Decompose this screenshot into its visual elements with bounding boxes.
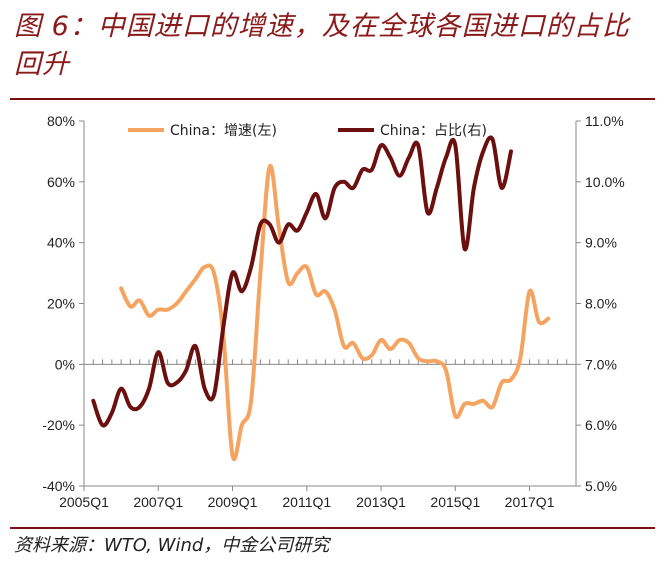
right-tick-label: 5.0% [585, 478, 617, 494]
title-divider [10, 98, 655, 100]
chart-lines [91, 135, 551, 462]
left-tick-label: -20% [42, 417, 75, 433]
left-tick-label: 0% [55, 356, 75, 372]
right-tick-label: 8.0% [585, 296, 617, 312]
x-tick-label: 2015Q1 [430, 494, 480, 510]
left-tick-label: -40% [42, 478, 75, 494]
legend-label: China：占比(右) [380, 123, 487, 139]
right-tick-label: 11.0% [585, 113, 624, 129]
x-tick-label: 2005Q1 [59, 494, 109, 510]
right-tick-label: 6.0% [585, 417, 617, 433]
left-tick-label: 40% [47, 235, 75, 251]
x-tick-label: 2011Q1 [282, 494, 331, 510]
x-tick-label: 2013Q1 [356, 494, 406, 510]
legend-label: China：增速(左) [170, 123, 277, 139]
chart-axes [79, 120, 581, 491]
series-line-share [91, 135, 513, 428]
chart-title: 图 6：中国进口的增速，及在全球各国进口的占比回升 [14, 11, 630, 80]
chart-ticks: -40% -20% 0% 20% 40% 60% 80% 5.0% 6.0% 7.0% 8.0% 9.… [42, 113, 624, 510]
x-tick-label: 2007Q1 [133, 494, 183, 510]
source-divider [10, 527, 655, 529]
right-tick-label: 10.0% [585, 174, 625, 190]
x-tick-label: 2009Q1 [208, 494, 258, 510]
left-tick-label: 80% [47, 113, 75, 129]
left-tick-label: 60% [47, 174, 75, 190]
series-line-growth [119, 164, 551, 462]
right-tick-label: 9.0% [585, 235, 617, 251]
chart-legend: China：增速(左) China：占比(右) [128, 123, 487, 139]
source-note: 资料来源：WTO, Wind，中金公司研究 [14, 535, 330, 556]
x-tick-label: 2017Q1 [505, 494, 555, 510]
left-tick-label: 20% [47, 296, 75, 312]
right-tick-label: 7.0% [585, 356, 617, 372]
